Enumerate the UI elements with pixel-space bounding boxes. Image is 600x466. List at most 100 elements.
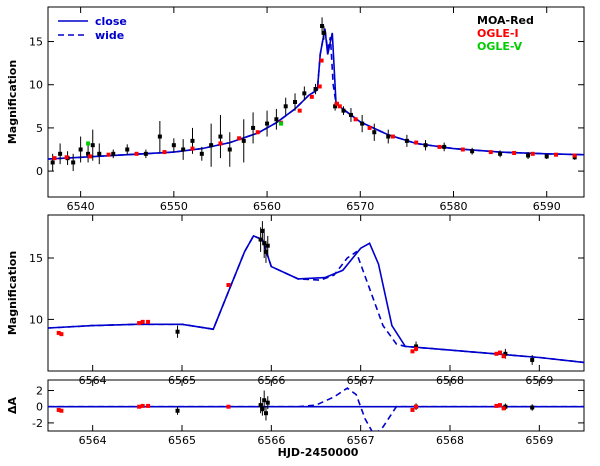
mid-ogle-i-point (501, 354, 506, 359)
top-moa-red-point (470, 149, 475, 154)
mid-ogle-i-point (56, 330, 61, 335)
top-moa-red-point (265, 121, 270, 126)
top-x-tick-label: 6590 (533, 200, 561, 213)
mid-moa-red-point (414, 344, 419, 349)
mid-moa-red-point (258, 237, 263, 242)
top-panel: close wide MOA-Red OGLE-I OGLE-V 6540 655… (6, 6, 585, 213)
top-y-tick-label: 0 (36, 165, 43, 178)
top-moa-red-point (71, 160, 76, 165)
top-moa-red-point (372, 130, 377, 135)
mid-ogle-i-point (59, 332, 64, 337)
top-ogle-i-point (297, 108, 302, 113)
mid-ogle-i-point (140, 319, 145, 324)
top-ogle-i-point (572, 153, 577, 158)
top-ogle-i-point (317, 84, 322, 89)
top-moa-red-point (181, 147, 186, 152)
bottom-x-tick-label: 6564 (79, 434, 107, 447)
top-moa-red-point (125, 147, 130, 152)
mid-wide-curve (48, 234, 584, 364)
bottom-x-tick-label: 6567 (347, 434, 375, 447)
mid-moa-red-point (262, 241, 267, 246)
top-ogle-i-point (512, 150, 517, 155)
bottom-ogle-i-point (137, 404, 142, 409)
top-moa-red-point (348, 112, 353, 117)
bottom-moa-red-point (263, 411, 268, 416)
bottom-x-tick-label: 6568 (436, 434, 464, 447)
top-ogle-i-point (437, 144, 442, 149)
top-legend-moa-red: MOA-Red (477, 14, 534, 27)
mid-ogle-i-point (146, 319, 151, 324)
top-moa-red-point (302, 91, 307, 96)
top-legend-wide: wide (95, 29, 124, 42)
top-y-axis-label: Magnification (6, 60, 19, 144)
top-moa-red-point (218, 134, 223, 139)
bottom-y-tick-label: 0 (36, 401, 43, 414)
top-ogle-i-point (353, 117, 358, 122)
bottom-y-axis-label: ΔA (6, 397, 19, 415)
top-moa-red-point (293, 100, 298, 104)
top-moa-red-point (526, 153, 531, 158)
mid-ogle-i-point (137, 321, 142, 326)
top-ogle-i-point (218, 141, 223, 146)
top-y-tick-label: 10 (29, 79, 43, 92)
top-moa-red-point (341, 108, 346, 113)
top-moa-red-point (199, 151, 204, 156)
top-moa-red-point (171, 143, 176, 148)
mid-moa-red-point (530, 357, 535, 362)
middle-panel: 6564 6565 6566 6567 6568 65691015Magnificatio… (6, 214, 585, 387)
top-ogle-i-point (334, 101, 339, 106)
top-moa-red-point (143, 151, 148, 156)
top-moa-red-point (241, 138, 246, 143)
bottom-ogle-i-point (146, 403, 151, 408)
mid-moa-red-points (175, 221, 535, 365)
mid-ogle-i-point (226, 283, 231, 288)
mid-moa-red-point (263, 249, 268, 254)
top-ogle-i-point (52, 156, 57, 161)
top-legend-ogle-i: OGLE-I (477, 27, 519, 40)
top-ogle-i-point (237, 136, 242, 141)
top-plot-area (48, 17, 584, 172)
top-ogle-i-point (162, 150, 167, 155)
top-moa-red-point (442, 144, 447, 149)
top-moa-red-point (227, 147, 232, 152)
top-ogle-v-point (279, 121, 284, 126)
top-legend-ogle-v: OGLE-V (477, 40, 523, 53)
mid-close-curve (48, 234, 584, 364)
bottom-plot-frame (47, 379, 585, 432)
top-moa-red-point (58, 151, 63, 156)
mid-plot-frame (47, 214, 585, 372)
bottom-moa-red-point (258, 403, 263, 408)
top-ogle-v-points (86, 121, 284, 146)
bottom-ogle-i-point (59, 408, 64, 413)
bottom-moa-red-point (175, 408, 180, 413)
x-axis-label: HJD-2450000 (278, 446, 359, 459)
top-ogle-i-point (87, 154, 92, 159)
mid-ogle-i-point (494, 351, 499, 356)
bottom-ogle-i-point (56, 407, 61, 412)
top-ogle-i-point (190, 146, 195, 151)
top-ogle-i-point (255, 130, 260, 135)
top-moa-red-point (313, 87, 318, 92)
mid-moa-red-point (503, 351, 508, 356)
top-moa-red-point (283, 104, 288, 109)
top-ogle-i-point (414, 140, 419, 145)
top-legend-close: close (95, 15, 127, 28)
top-ogle-i-point (367, 125, 372, 130)
top-ogle-i-point (134, 151, 139, 156)
bottom-ogle-i-points (56, 403, 506, 413)
top-moa-red-points (50, 17, 577, 172)
top-moa-red-point (86, 151, 91, 156)
top-moa-red-point (320, 24, 325, 28)
top-ogle-i-point (309, 94, 314, 99)
top-moa-red-point (386, 134, 391, 139)
mid-moa-red-point (265, 243, 270, 248)
top-ogle-i-point (106, 152, 111, 157)
bottom-ogle-i-point (410, 407, 415, 412)
bottom-moa-red-point (265, 400, 270, 405)
bottom-y-tick-label: -2 (32, 417, 43, 430)
top-moa-red-point (274, 117, 279, 122)
top-ogle-v-point (86, 141, 91, 146)
bottom-moa-red-point (260, 407, 265, 412)
top-plot-frame (47, 6, 585, 198)
